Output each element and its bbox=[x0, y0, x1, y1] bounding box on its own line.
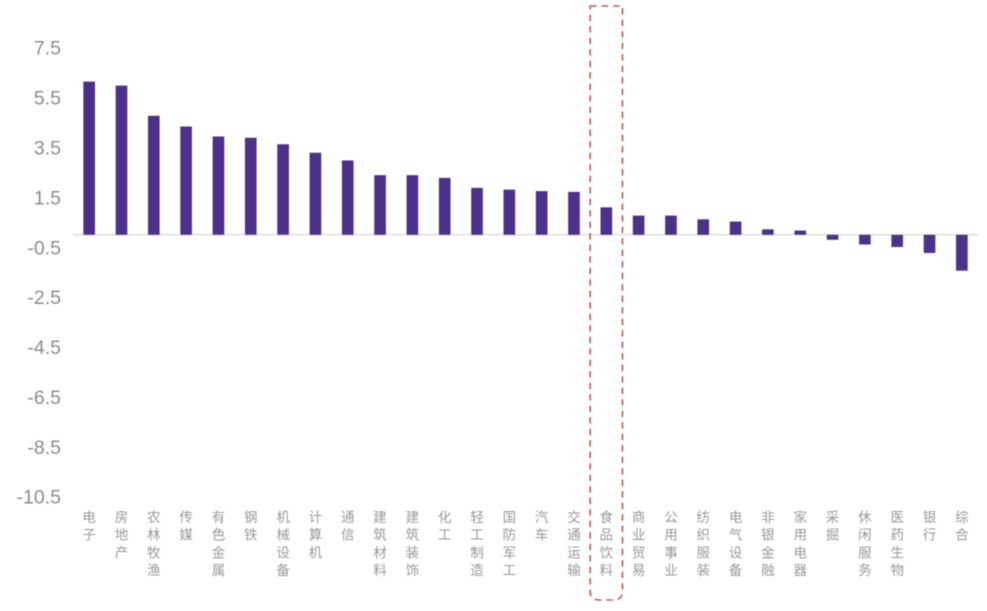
svg-text:钢铁: 钢铁 bbox=[244, 510, 258, 543]
svg-text:休闲服务: 休闲服务 bbox=[858, 510, 872, 578]
svg-text:纺织服装: 纺织服装 bbox=[697, 510, 711, 578]
svg-text:商业贸易: 商业贸易 bbox=[632, 510, 646, 578]
svg-text:国防军工: 国防军工 bbox=[503, 510, 517, 578]
svg-text:食品饮料: 食品饮料 bbox=[600, 509, 614, 578]
svg-text:医药生物: 医药生物 bbox=[890, 510, 904, 578]
svg-text:家用电器: 家用电器 bbox=[793, 509, 807, 578]
svg-text:-0.5: -0.5 bbox=[27, 237, 61, 259]
svg-text:通信: 通信 bbox=[341, 510, 355, 543]
svg-text:公用事业: 公用事业 bbox=[664, 510, 678, 578]
svg-text:综合: 综合 bbox=[955, 510, 969, 543]
svg-text:7.5: 7.5 bbox=[34, 38, 61, 60]
svg-text:-6.5: -6.5 bbox=[27, 387, 61, 409]
svg-text:建筑装饰: 建筑装饰 bbox=[406, 510, 420, 578]
svg-text:3.5: 3.5 bbox=[34, 137, 61, 159]
svg-text:-2.5: -2.5 bbox=[27, 287, 61, 309]
svg-text:传媒: 传媒 bbox=[179, 510, 193, 543]
svg-text:房地产: 房地产 bbox=[115, 510, 129, 561]
svg-text:建筑材料: 建筑材料 bbox=[373, 510, 387, 578]
svg-text:化工: 化工 bbox=[438, 510, 452, 543]
svg-text:-10.5: -10.5 bbox=[17, 487, 62, 509]
svg-text:非银金融: 非银金融 bbox=[761, 510, 775, 578]
svg-text:农林牧渔: 农林牧渔 bbox=[147, 510, 161, 578]
svg-text:轻工制造: 轻工制造 bbox=[470, 510, 484, 578]
svg-text:有色金属: 有色金属 bbox=[212, 510, 226, 578]
svg-text:电子: 电子 bbox=[82, 510, 96, 543]
svg-text:交通运输: 交通运输 bbox=[567, 509, 581, 578]
svg-text:机械设备: 机械设备 bbox=[276, 510, 290, 578]
svg-text:-4.5: -4.5 bbox=[27, 337, 61, 359]
svg-text:电气设备: 电气设备 bbox=[729, 510, 743, 578]
svg-text:1.5: 1.5 bbox=[34, 187, 61, 209]
svg-text:5.5: 5.5 bbox=[34, 88, 61, 110]
svg-text:-8.5: -8.5 bbox=[27, 437, 61, 459]
svg-text:银行: 银行 bbox=[923, 510, 937, 543]
svg-text:采掘: 采掘 bbox=[826, 510, 840, 543]
svg-text:计算机: 计算机 bbox=[309, 510, 323, 561]
svg-text:汽车: 汽车 bbox=[535, 510, 549, 543]
